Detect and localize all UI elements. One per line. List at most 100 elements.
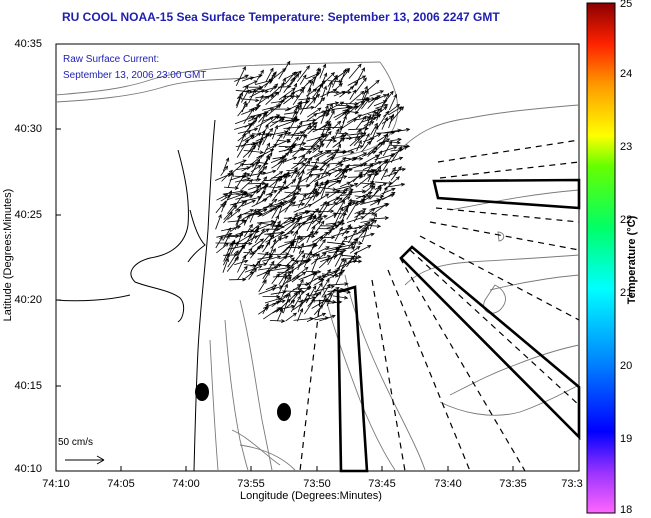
current-vector <box>242 121 255 136</box>
current-vector-head <box>375 79 380 84</box>
current-vector <box>227 203 236 215</box>
current-vector-head <box>330 285 336 289</box>
current-vector-head <box>253 127 259 132</box>
current-vector <box>367 146 378 157</box>
current-vector <box>327 180 341 188</box>
current-vector <box>247 141 258 158</box>
current-vector-head <box>244 102 248 108</box>
current-vector-head <box>291 201 297 206</box>
current-vector-head <box>383 202 389 207</box>
current-vector-head <box>241 244 246 249</box>
current-vector-head <box>274 83 279 88</box>
current-vector-head <box>307 87 312 92</box>
current-vector <box>377 186 388 206</box>
current-vector-head <box>286 173 292 178</box>
current-vector-head <box>242 171 247 177</box>
current-vector <box>334 252 343 267</box>
current-vector-head <box>391 192 396 196</box>
current-vector-head <box>266 142 271 147</box>
current-vector <box>334 207 343 225</box>
current-vector-head <box>251 199 257 204</box>
current-vector-head <box>299 278 304 283</box>
current-vector <box>290 167 298 179</box>
current-vector-head <box>285 151 290 157</box>
current-vector <box>261 207 277 217</box>
current-vector-head <box>263 176 268 181</box>
current-vector-head <box>345 230 350 235</box>
current-vector <box>234 159 247 165</box>
current-vector <box>255 95 270 106</box>
current-vector-head <box>343 175 348 179</box>
current-vector-head <box>260 69 264 74</box>
current-vector-head <box>405 127 411 132</box>
current-vector-head <box>291 71 297 76</box>
current-vector <box>235 92 243 106</box>
restricted-area-southeast <box>399 245 581 441</box>
current-vector <box>321 284 331 298</box>
current-vector-head <box>316 87 321 92</box>
current-vector <box>283 127 290 139</box>
current-vector <box>263 198 277 211</box>
current-vector-head <box>275 214 279 220</box>
current-vector <box>268 224 280 242</box>
current-vector <box>306 107 322 118</box>
current-vector-head <box>319 167 324 172</box>
current-vector-head <box>269 127 274 132</box>
current-vector <box>285 260 299 272</box>
current-vector-head <box>385 110 390 115</box>
current-vector-head <box>345 103 351 108</box>
current-vector-head <box>393 146 398 150</box>
current-vector <box>355 115 367 130</box>
current-vector-head <box>228 211 233 216</box>
current-vector <box>347 229 357 244</box>
current-vector <box>317 202 330 220</box>
current-vector-head <box>381 141 386 146</box>
current-vector <box>297 126 313 135</box>
current-vector <box>277 152 289 165</box>
current-vector-head <box>331 110 335 115</box>
current-vector <box>312 220 325 237</box>
current-vector-head <box>295 170 300 176</box>
restricted-areas <box>336 178 581 473</box>
current-vector <box>361 141 371 153</box>
current-vector-head <box>354 81 359 86</box>
current-vector <box>319 64 326 79</box>
current-vector <box>363 80 380 95</box>
current-vector-head <box>287 270 292 275</box>
current-vector <box>313 282 323 297</box>
current-vector <box>320 236 335 239</box>
current-vector <box>374 165 381 177</box>
current-vector-head <box>275 223 280 228</box>
current-vector <box>333 231 350 237</box>
current-vector <box>307 293 319 297</box>
current-vector <box>241 164 255 172</box>
current-vector <box>320 105 329 124</box>
current-vector <box>354 101 365 111</box>
current-vector-head <box>350 255 355 260</box>
current-vector-head <box>243 199 248 205</box>
current-vector <box>220 235 239 238</box>
current-vector-head <box>390 113 395 118</box>
current-vector-head <box>372 219 378 224</box>
current-vector <box>342 151 354 153</box>
current-vector <box>241 163 259 166</box>
current-vector-head <box>317 291 322 296</box>
current-vector <box>370 200 381 206</box>
current-vector-head <box>331 288 336 293</box>
current-vector-head <box>269 67 274 72</box>
current-vector <box>236 230 254 235</box>
current-vector-head <box>300 202 306 207</box>
current-vector-head <box>383 186 388 191</box>
current-vector-head <box>281 82 286 87</box>
current-vector-head <box>329 103 333 108</box>
current-vector-head <box>367 245 372 249</box>
current-vector-head <box>321 135 326 139</box>
current-vector-head <box>277 220 281 225</box>
current-vector-head <box>299 131 305 135</box>
current-vector-head <box>378 150 383 155</box>
current-vector <box>291 158 308 170</box>
current-vector <box>325 123 332 135</box>
current-vector <box>284 71 296 85</box>
current-vector <box>269 200 287 207</box>
